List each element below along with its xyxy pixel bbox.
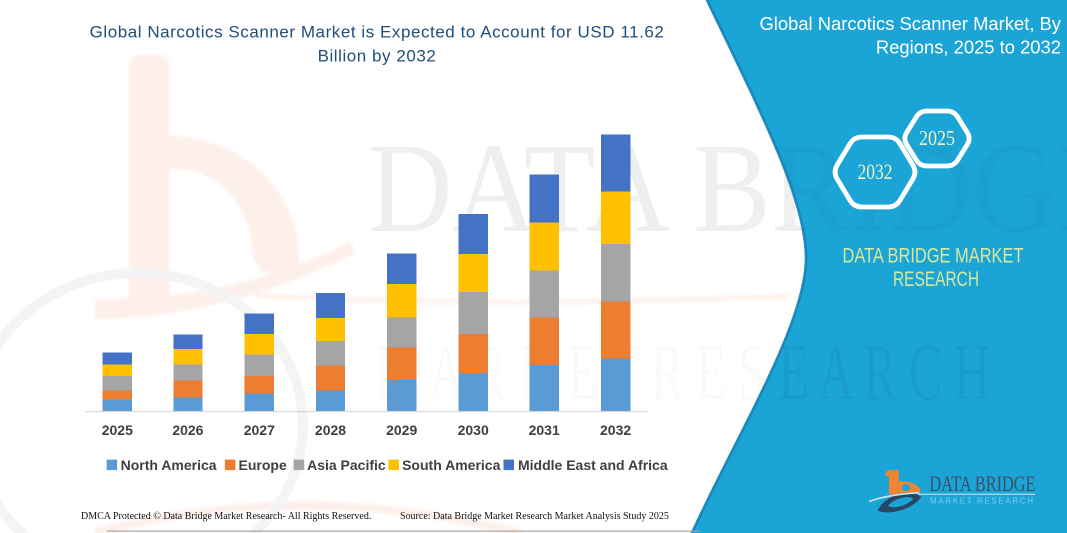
svg-text:South America: South America [402,457,500,473]
svg-text:Asia Pacific: Asia Pacific [307,457,386,473]
svg-text:2025: 2025 [102,422,133,438]
svg-text:2032: 2032 [600,422,631,438]
svg-text:Billion by 2032: Billion by 2032 [318,47,437,66]
svg-text:MARKET RESEARCH: MARKET RESEARCH [930,497,1035,506]
svg-text:Source: Data Bridge Market Res: Source: Data Bridge Market Research Mark… [400,511,669,522]
svg-text:2028: 2028 [315,422,346,438]
svg-text:Middle East and Africa: Middle East and Africa [518,457,668,473]
svg-text:2031: 2031 [529,422,560,438]
svg-text:North America: North America [121,457,217,473]
svg-text:Global Narcotics Scanner Marke: Global Narcotics Scanner Market is Expec… [90,23,665,42]
svg-text:DATA BRIDGE MARKET: DATA BRIDGE MARKET [843,245,1024,268]
svg-text:2026: 2026 [172,422,203,438]
svg-text:RESEARCH: RESEARCH [893,268,979,291]
svg-text:2025: 2025 [919,126,955,150]
svg-text:2032: 2032 [858,159,893,184]
svg-text:2030: 2030 [458,422,489,438]
svg-text:DATA BRIDGE: DATA BRIDGE [930,471,1036,496]
svg-text:Europe: Europe [239,457,287,473]
svg-text:DMCA Protected © Data Bridge M: DMCA Protected © Data Bridge Market Rese… [81,511,371,522]
svg-text:2029: 2029 [386,422,417,438]
svg-text:Regions, 2025 to 2032: Regions, 2025 to 2032 [876,37,1061,58]
svg-text:Global Narcotics Scanner Marke: Global Narcotics Scanner Market, By [759,13,1061,34]
svg-text:2027: 2027 [244,422,275,438]
